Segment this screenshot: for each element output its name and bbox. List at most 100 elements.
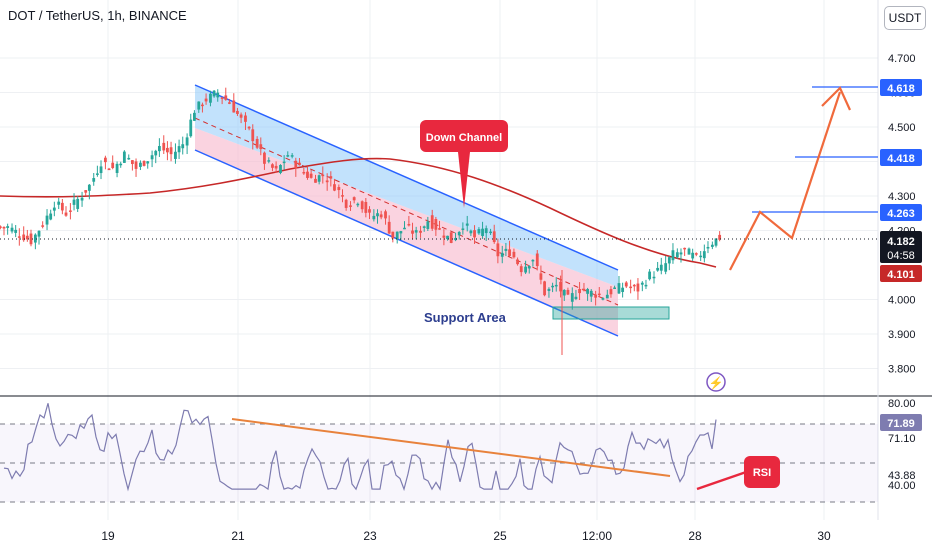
candle-body — [442, 235, 446, 238]
candle-body — [49, 213, 53, 220]
ma-value: 4.101 — [887, 269, 915, 281]
candle-body — [414, 230, 418, 233]
candle-body — [325, 180, 329, 183]
target3-value: 4.618 — [887, 83, 915, 95]
candle-body — [99, 166, 103, 174]
candle-body — [232, 100, 236, 113]
rsi-callout-pointer — [696, 468, 753, 491]
candle-body — [6, 226, 10, 228]
time-tick-label: 23 — [363, 529, 377, 543]
support-area-label: Support Area — [424, 310, 507, 325]
candle-body — [391, 231, 395, 239]
candle-body — [95, 173, 99, 175]
candle-body — [656, 267, 660, 271]
candle-body — [477, 229, 481, 234]
candle-body — [146, 161, 150, 164]
candle-body — [430, 215, 434, 229]
candle-body — [271, 164, 274, 168]
candle-body — [454, 237, 457, 241]
candle-body — [691, 252, 695, 259]
candle-body — [589, 290, 593, 297]
candle-body — [298, 162, 301, 166]
candle-body — [609, 289, 613, 295]
candle-body — [617, 283, 621, 294]
candle-body — [127, 157, 131, 160]
candle-body — [387, 221, 391, 234]
candle-body — [64, 212, 68, 216]
ma-value-badge — [880, 265, 922, 282]
candle-body — [204, 98, 208, 102]
candle-body — [45, 215, 49, 225]
candle-body — [162, 142, 166, 151]
candle-body — [115, 163, 119, 173]
candle-body — [302, 171, 306, 174]
candle-body — [446, 235, 449, 240]
candle-body — [706, 246, 710, 249]
candle-body — [130, 160, 134, 165]
current-price-value: 4.182 — [887, 236, 915, 248]
target3-badge — [880, 79, 922, 96]
candle-body — [251, 129, 255, 142]
candle-body — [52, 207, 56, 211]
candle-body — [29, 233, 33, 245]
candle-body — [469, 230, 473, 234]
candle-body — [465, 223, 469, 226]
candle-body — [321, 174, 325, 177]
candle-body — [80, 197, 84, 201]
candle-body — [344, 199, 348, 208]
candle-body — [352, 197, 356, 201]
target1-value: 4.263 — [887, 208, 915, 220]
candle-body — [154, 150, 158, 156]
rsi-tick-label: 43.88 — [888, 470, 916, 482]
rsi-current-value: 71.89 — [887, 418, 915, 430]
candle-body — [274, 165, 278, 169]
candle-body — [559, 281, 563, 292]
candle-body — [368, 209, 371, 213]
candle-body — [407, 223, 411, 226]
candle-body — [519, 266, 523, 273]
candle-body — [438, 228, 441, 230]
lightning-icon: ⚡ — [709, 376, 724, 390]
candle-body — [419, 230, 422, 233]
candle-body — [636, 283, 640, 292]
candle-body — [255, 138, 259, 148]
candle-body — [578, 288, 581, 294]
candle-body — [624, 282, 628, 287]
currency-selector[interactable]: USDT — [884, 6, 926, 30]
candle-body — [33, 234, 37, 243]
candle-body — [314, 178, 317, 183]
candle-body — [664, 263, 668, 272]
current-price-badge — [880, 231, 922, 263]
candle-body — [317, 175, 321, 182]
time-tick-label: 12:00 — [582, 529, 612, 543]
target2-badge — [880, 149, 922, 166]
candle-body — [212, 90, 216, 97]
candle-body — [395, 231, 399, 240]
candle-body — [582, 288, 586, 291]
event-marker-ring[interactable] — [706, 372, 726, 392]
candle-body — [22, 234, 26, 241]
candle-body — [411, 230, 414, 234]
candle-body — [457, 231, 461, 236]
candle-body — [648, 271, 652, 280]
down-channel-lower-fill — [195, 128, 618, 336]
candle-body — [422, 226, 426, 228]
candle-body — [574, 296, 578, 299]
candle-body — [659, 264, 663, 271]
candle-body — [41, 225, 45, 227]
candle-body — [92, 178, 96, 182]
candle-body — [72, 199, 76, 205]
candle-body — [17, 236, 21, 238]
candle-body — [209, 93, 212, 103]
candle-body — [177, 146, 181, 153]
candle-body — [157, 146, 161, 152]
candle-body — [286, 155, 290, 157]
candle-body — [539, 273, 543, 280]
candle-body — [174, 151, 177, 159]
candle-body — [516, 259, 519, 265]
candle-body — [267, 160, 271, 162]
candle-body — [379, 214, 383, 218]
candle-body — [309, 173, 313, 178]
time-tick-label: 21 — [231, 529, 245, 543]
